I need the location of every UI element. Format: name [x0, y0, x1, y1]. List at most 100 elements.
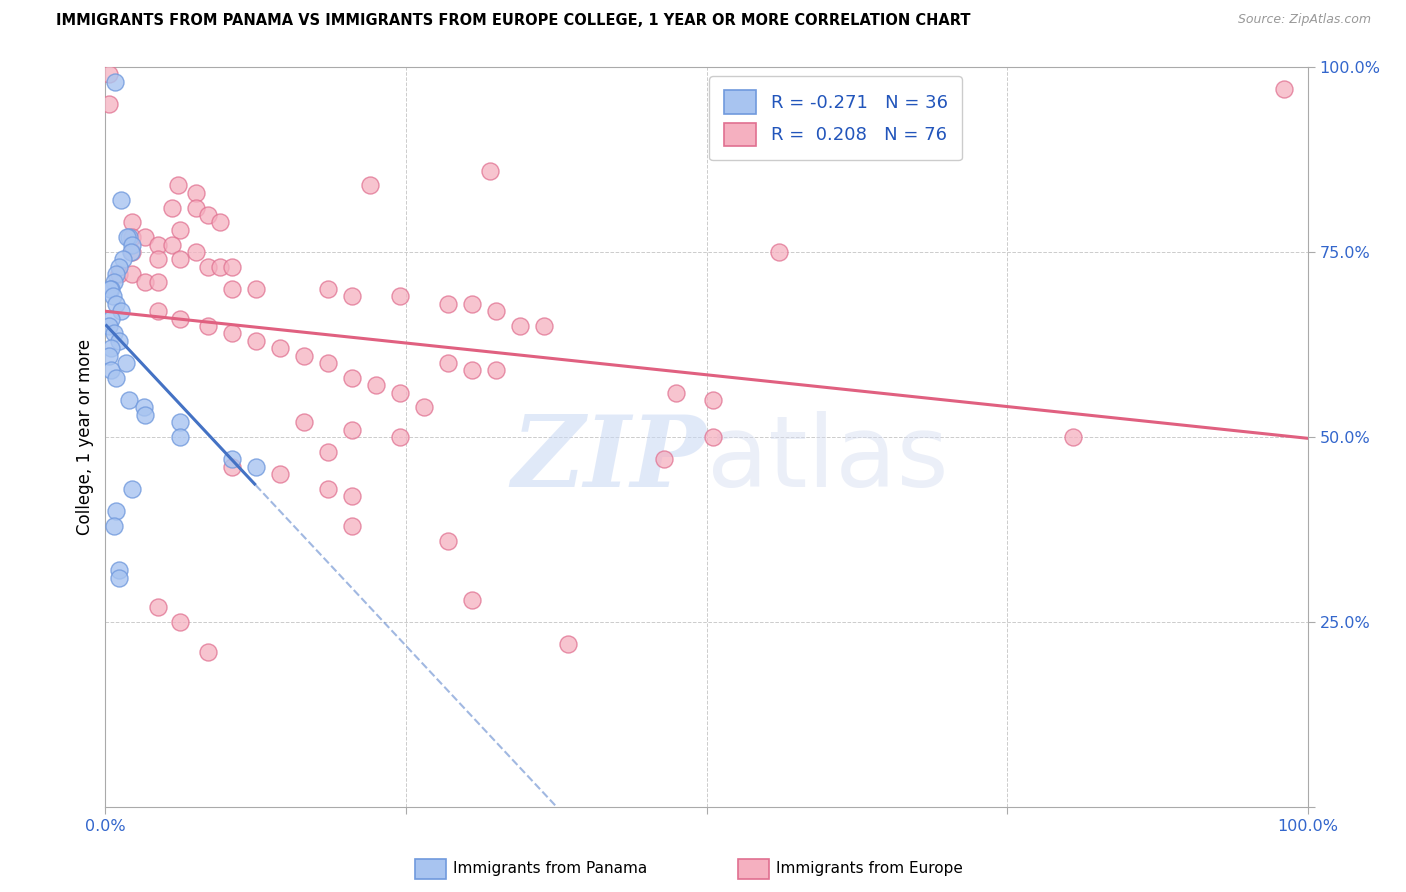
Point [702, 430, 724, 444]
Point [197, 208, 219, 222]
Point [107, 334, 129, 348]
Point [340, 423, 363, 437]
Legend: R = -0.271   N = 36, R =  0.208   N = 76: R = -0.271 N = 36, R = 0.208 N = 76 [709, 76, 962, 161]
Point [121, 482, 143, 496]
Point [100, 282, 122, 296]
Point [132, 401, 155, 415]
Point [105, 267, 128, 281]
Point [269, 467, 291, 482]
Point [208, 215, 231, 229]
Point [107, 260, 129, 274]
Point [100, 311, 122, 326]
Point [115, 230, 138, 244]
Point [388, 430, 411, 444]
Point [148, 600, 170, 615]
Point [184, 186, 207, 200]
Point [221, 452, 243, 467]
Point [340, 289, 363, 303]
Point [221, 326, 243, 341]
Point [148, 275, 170, 289]
Point [118, 230, 141, 244]
Point [110, 304, 132, 318]
Point [388, 289, 411, 303]
Point [221, 282, 243, 296]
Point [702, 392, 724, 407]
Point [485, 363, 508, 377]
Point [105, 504, 128, 518]
Point [316, 282, 339, 296]
Point [1062, 430, 1084, 444]
Point [768, 244, 790, 259]
Y-axis label: College, 1 year or more: College, 1 year or more [76, 339, 94, 535]
Point [437, 356, 460, 370]
Text: IMMIGRANTS FROM PANAMA VS IMMIGRANTS FROM EUROPE COLLEGE, 1 YEAR OR MORE CORRELA: IMMIGRANTS FROM PANAMA VS IMMIGRANTS FRO… [56, 13, 970, 29]
Point [148, 237, 170, 252]
Point [197, 319, 219, 334]
Point [103, 519, 125, 533]
Point [437, 533, 460, 548]
Point [245, 334, 267, 348]
Point [121, 267, 143, 281]
Point [413, 401, 436, 415]
Point [98, 282, 121, 296]
Point [121, 215, 143, 229]
Point [654, 452, 676, 467]
Point [485, 304, 508, 318]
Point [101, 289, 124, 303]
Point [340, 489, 363, 503]
Point [461, 297, 484, 311]
Point [461, 363, 484, 377]
Point [110, 193, 132, 207]
Point [316, 356, 339, 370]
Point [316, 482, 339, 496]
Point [115, 356, 138, 370]
Point [184, 244, 207, 259]
Point [461, 593, 484, 607]
Point [269, 341, 291, 355]
Point [121, 237, 143, 252]
Point [100, 363, 122, 377]
Point [134, 230, 156, 244]
Point [105, 297, 128, 311]
Point [221, 459, 243, 474]
Point [103, 326, 125, 341]
Text: ZIP: ZIP [512, 411, 707, 508]
Point [208, 260, 231, 274]
Point [148, 252, 170, 267]
Point [437, 297, 460, 311]
Point [245, 282, 267, 296]
Point [98, 97, 121, 112]
Point [1272, 82, 1295, 96]
Point [169, 615, 191, 630]
Point [98, 67, 121, 81]
Point [160, 237, 183, 252]
Text: Source: ZipAtlas.com: Source: ZipAtlas.com [1237, 13, 1371, 27]
Point [169, 252, 191, 267]
Point [121, 244, 143, 259]
Point [388, 385, 411, 400]
Text: Immigrants from Europe: Immigrants from Europe [776, 862, 963, 876]
Point [665, 385, 688, 400]
Point [107, 571, 129, 585]
Point [105, 371, 128, 385]
Point [364, 378, 387, 392]
Point [479, 163, 502, 178]
Point [118, 392, 141, 407]
Point [169, 311, 191, 326]
Point [169, 223, 191, 237]
Point [120, 244, 142, 259]
Point [98, 319, 121, 334]
Point [134, 408, 156, 422]
Point [98, 349, 121, 363]
Point [533, 319, 555, 334]
Point [292, 349, 315, 363]
Point [134, 275, 156, 289]
Point [103, 275, 125, 289]
Point [221, 260, 243, 274]
Point [166, 178, 188, 193]
Point [359, 178, 381, 193]
Point [184, 201, 207, 215]
Point [557, 637, 579, 651]
Point [112, 252, 135, 267]
Point [509, 319, 531, 334]
